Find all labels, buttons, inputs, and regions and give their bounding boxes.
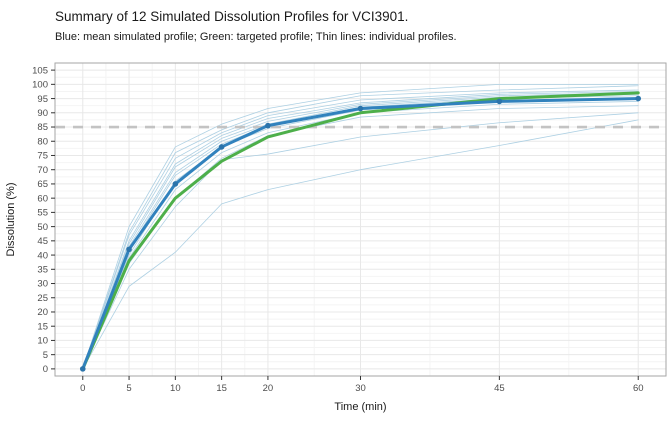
- chart-title: Summary of 12 Simulated Dissolution Prof…: [55, 9, 409, 24]
- svg-text:60: 60: [633, 383, 644, 394]
- svg-text:50: 50: [37, 222, 48, 233]
- svg-text:100: 100: [32, 80, 48, 91]
- svg-text:90: 90: [37, 108, 48, 119]
- svg-text:35: 35: [37, 264, 48, 275]
- svg-text:60: 60: [37, 193, 48, 204]
- chart-subtitle: Blue: mean simulated profile; Green: tar…: [55, 31, 457, 43]
- svg-text:80: 80: [37, 136, 48, 147]
- svg-text:65: 65: [37, 179, 48, 190]
- svg-text:40: 40: [37, 250, 48, 261]
- dissolution-plot: 0 5 10 15 20 30 45 60 0 5 10 15 20 25 30 35 40 45 50 55 60 65…: [5, 62, 667, 413]
- svg-text:45: 45: [37, 236, 48, 247]
- svg-text:25: 25: [37, 293, 48, 304]
- svg-text:30: 30: [37, 279, 48, 290]
- svg-text:15: 15: [216, 383, 227, 394]
- svg-text:0: 0: [43, 364, 48, 375]
- svg-text:75: 75: [37, 151, 48, 162]
- svg-text:20: 20: [37, 307, 48, 318]
- svg-text:45: 45: [494, 383, 505, 394]
- svg-text:105: 105: [32, 65, 48, 76]
- svg-text:Time (min): Time (min): [334, 401, 386, 413]
- svg-text:30: 30: [355, 383, 366, 394]
- svg-text:10: 10: [170, 383, 181, 394]
- svg-text:0: 0: [80, 383, 85, 394]
- svg-text:5: 5: [43, 350, 48, 361]
- svg-text:95: 95: [37, 94, 48, 105]
- svg-text:15: 15: [37, 321, 48, 332]
- svg-text:10: 10: [37, 336, 48, 347]
- svg-text:20: 20: [263, 383, 274, 394]
- svg-text:70: 70: [37, 165, 48, 176]
- svg-text:55: 55: [37, 208, 48, 219]
- svg-text:5: 5: [126, 383, 131, 394]
- svg-text:85: 85: [37, 122, 48, 133]
- svg-text:Dissolution (%): Dissolution (%): [5, 183, 17, 257]
